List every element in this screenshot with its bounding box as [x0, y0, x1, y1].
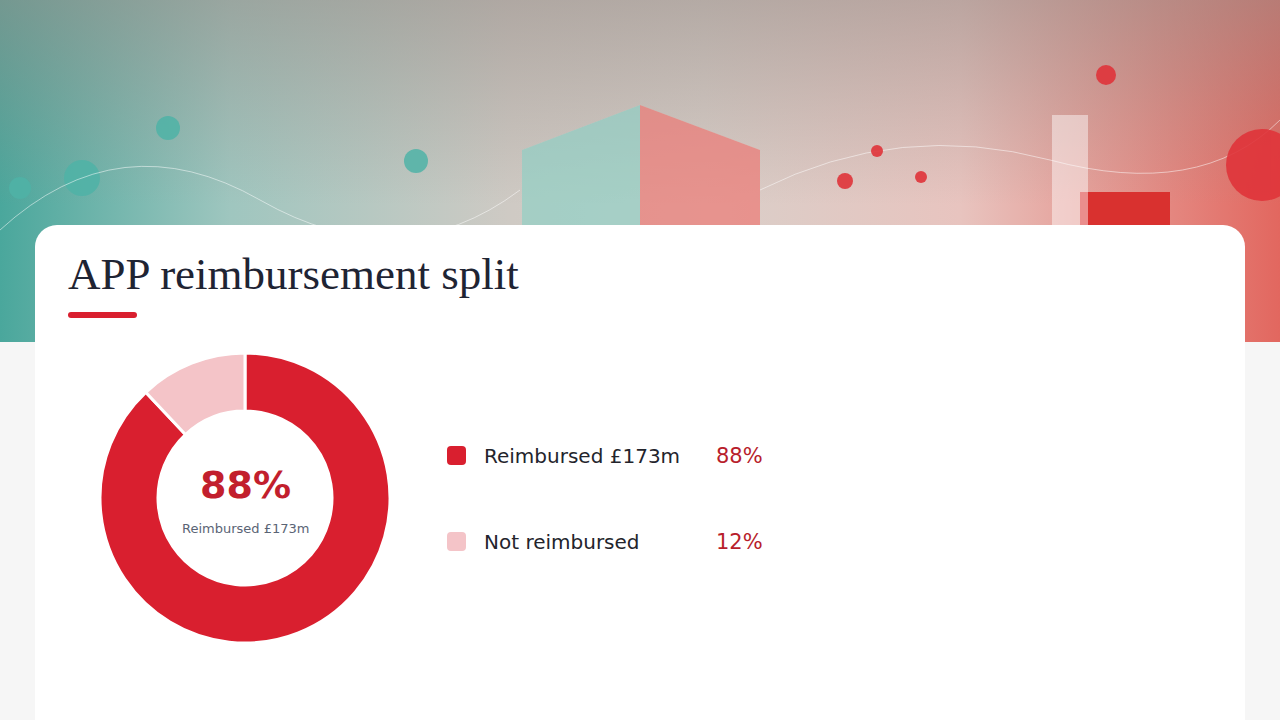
- html-text:Not reimbursed: Not reimbursed: [484, 530, 640, 554]
- html-text:88%: 88%: [716, 444, 763, 468]
- svg-text:88%: 88%: [200, 463, 291, 507]
- html-text:APP reimbursement split: APP reimbursement split: [68, 249, 519, 299]
- svg-text:Reimbursed £173m: Reimbursed £173m: [182, 521, 309, 536]
- html-text:Reimbursed £173m: Reimbursed £173m: [484, 444, 681, 468]
- html-text:12%: 12%: [716, 530, 763, 554]
